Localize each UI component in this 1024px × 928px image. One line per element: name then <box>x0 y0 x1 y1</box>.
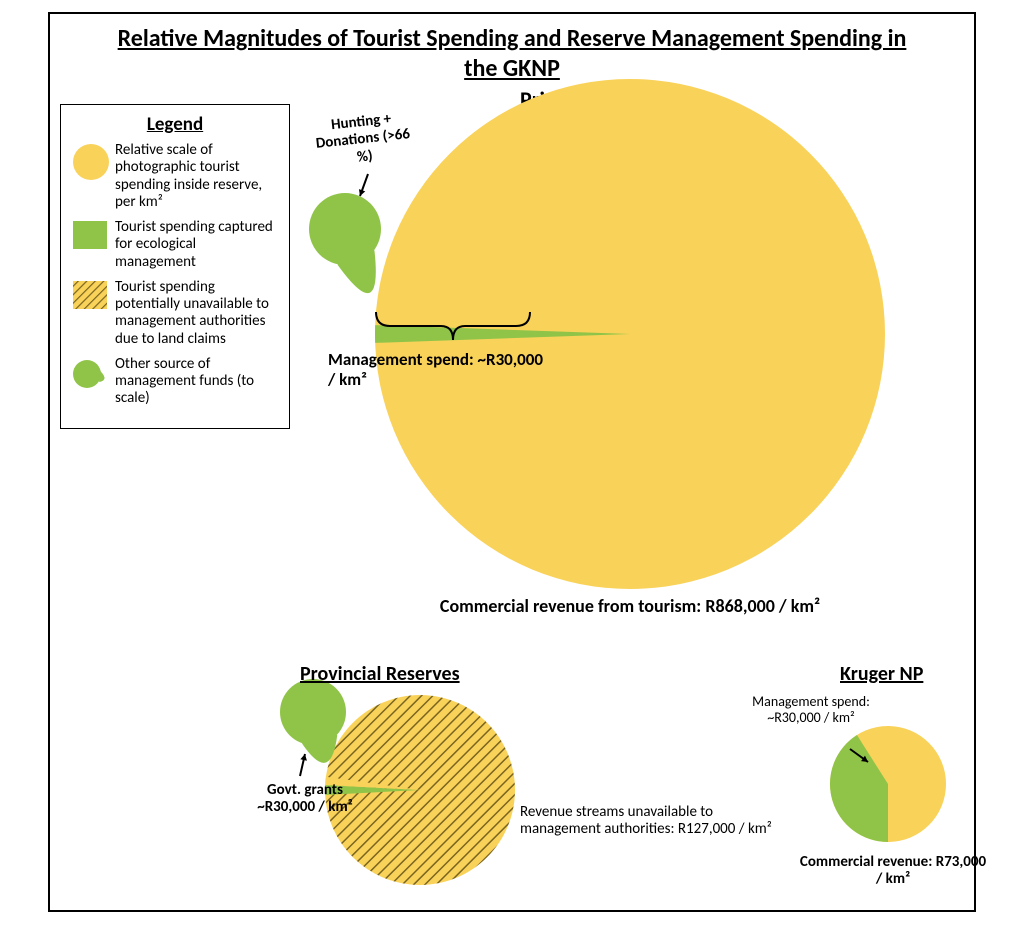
legend-item: Tourist spending potentially unavailable… <box>71 279 279 348</box>
kruger-revenue-circle <box>830 726 946 842</box>
legend-text: Tourist spending potentially unavailable… <box>115 279 279 348</box>
hunting-donations-label: Hunting + Donations (>66 %) <box>306 108 421 171</box>
legend-text: Tourist spending captured for ecological… <box>115 219 279 271</box>
legend-item: Relative scale of photographic tourist s… <box>71 142 279 211</box>
provincial-reserves-title: Provincial Reserves <box>300 662 460 686</box>
private-tourist-spend-circle <box>375 79 885 589</box>
private-management-spend-label: Management spend: ~R30,000 / km² <box>328 350 548 389</box>
private-reserves-title: Private Reserves <box>520 86 670 113</box>
kruger-management-spend-label: Management spend: ~R30,000 / km² <box>746 694 876 726</box>
kruger-revenue-label: Commercial revenue: R73,000 / km² <box>798 854 988 889</box>
legend-swatch-icon <box>71 142 107 178</box>
private-other-funds-teardrop-tail <box>337 248 375 293</box>
legend-swatch-icon <box>71 219 107 255</box>
private-bracket <box>376 312 530 340</box>
legend-box: Legend Relative scale of photographic to… <box>60 104 290 429</box>
kruger-management-slice <box>830 735 888 842</box>
private-revenue-label: Commercial revenue from tourism: R868,00… <box>420 596 840 617</box>
govt-grants-label: Govt. grants ~R30,000 / km² <box>240 782 370 817</box>
kruger-np-title: Kruger NP <box>840 662 923 686</box>
legend-swatch-icon <box>71 356 107 392</box>
legend-text: Relative scale of photographic tourist s… <box>115 142 279 211</box>
private-management-wedge <box>375 325 630 343</box>
provincial-revenue-label: Revenue streams unavailable to managemen… <box>520 804 780 839</box>
figure-frame: Relative Magnitudes of Tourist Spending … <box>48 12 976 912</box>
private-other-funds-teardrop <box>309 193 381 265</box>
legend-item: Other source of management funds (to sca… <box>71 356 279 408</box>
legend-swatch-icon <box>71 279 107 315</box>
figure-title: Relative Magnitudes of Tourist Spending … <box>50 14 974 84</box>
provincial-other-funds-teardrop <box>280 679 346 745</box>
legend-item: Tourist spending captured for ecological… <box>71 219 279 271</box>
legend-text: Other source of management funds (to sca… <box>115 356 279 408</box>
provincial-other-funds-teardrop-tail <box>302 731 337 762</box>
legend-title: Legend <box>71 113 279 136</box>
